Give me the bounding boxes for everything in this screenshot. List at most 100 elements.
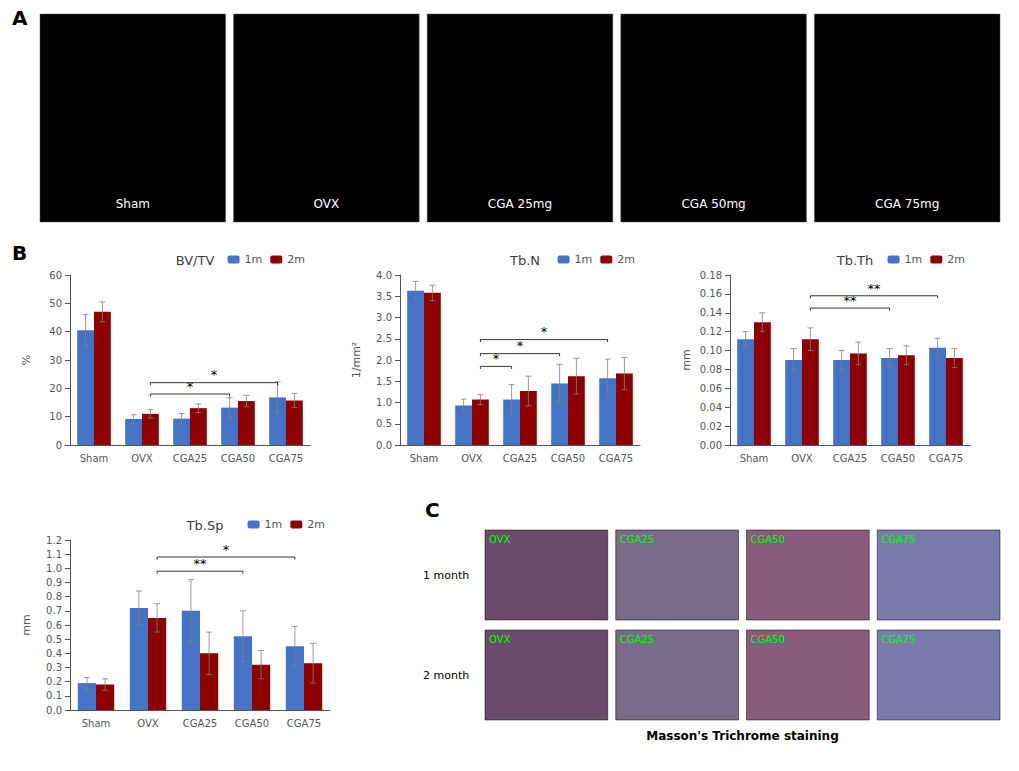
svg-text:60: 60	[49, 270, 62, 281]
svg-text:OVX: OVX	[314, 197, 340, 211]
svg-text:1.0: 1.0	[46, 563, 62, 574]
svg-text:0.00: 0.00	[700, 440, 722, 451]
svg-text:0.3: 0.3	[46, 662, 62, 673]
svg-text:CGA75: CGA75	[269, 453, 303, 464]
svg-text:0.8: 0.8	[46, 591, 62, 602]
svg-text:CGA25: CGA25	[183, 718, 217, 729]
svg-text:2m: 2m	[947, 253, 965, 266]
svg-text:1.5: 1.5	[376, 376, 392, 387]
svg-text:CGA50: CGA50	[235, 718, 269, 729]
svg-text:0.18: 0.18	[700, 270, 722, 281]
svg-text:Sham: Sham	[116, 197, 150, 211]
svg-text:0.0: 0.0	[376, 440, 392, 451]
svg-text:*: *	[187, 379, 194, 394]
svg-text:*: *	[223, 542, 230, 557]
svg-text:CGA75: CGA75	[881, 634, 915, 645]
svg-text:1/mm²: 1/mm²	[350, 342, 363, 379]
svg-text:CGA25: CGA25	[620, 634, 654, 645]
svg-text:1 month: 1 month	[423, 569, 469, 582]
svg-text:CGA75: CGA75	[287, 718, 321, 729]
svg-text:1m: 1m	[575, 253, 593, 266]
svg-text:0.04: 0.04	[700, 402, 722, 413]
svg-text:B: B	[12, 241, 27, 265]
svg-text:0.14: 0.14	[700, 307, 722, 318]
svg-text:CGA25: CGA25	[620, 534, 654, 545]
svg-text:**: **	[844, 293, 858, 308]
svg-text:0.1: 0.1	[46, 690, 62, 701]
svg-text:0.5: 0.5	[376, 418, 392, 429]
svg-text:0.6: 0.6	[46, 620, 62, 631]
svg-text:CGA50: CGA50	[751, 534, 785, 545]
svg-text:0.08: 0.08	[700, 364, 722, 375]
svg-text:Sham: Sham	[410, 453, 439, 464]
svg-text:OVX: OVX	[489, 634, 511, 645]
svg-text:**: **	[194, 556, 208, 571]
svg-text:**: **	[868, 281, 882, 296]
svg-text:CGA 75mg: CGA 75mg	[875, 197, 939, 211]
svg-text:20: 20	[49, 383, 62, 394]
svg-text:0.12: 0.12	[700, 326, 722, 337]
svg-text:3.0: 3.0	[376, 312, 392, 323]
svg-text:%: %	[20, 355, 33, 365]
svg-text:0.06: 0.06	[700, 383, 722, 394]
svg-text:CGA 50mg: CGA 50mg	[681, 197, 745, 211]
svg-text:0.5: 0.5	[46, 634, 62, 645]
svg-text:3.5: 3.5	[376, 291, 392, 302]
svg-text:0.16: 0.16	[700, 288, 722, 299]
svg-text:1m: 1m	[245, 253, 263, 266]
svg-text:2.0: 2.0	[376, 355, 392, 366]
svg-text:2.5: 2.5	[376, 333, 392, 344]
svg-text:Sham: Sham	[82, 718, 111, 729]
svg-text:1.1: 1.1	[46, 549, 62, 560]
svg-text:CGA25: CGA25	[503, 453, 537, 464]
svg-text:CGA25: CGA25	[833, 453, 867, 464]
svg-text:10: 10	[49, 411, 62, 422]
svg-text:BV/TV: BV/TV	[176, 253, 215, 268]
svg-text:1.0: 1.0	[376, 397, 392, 408]
svg-text:4.0: 4.0	[376, 270, 392, 281]
svg-text:1m: 1m	[905, 253, 923, 266]
svg-text:CGA50: CGA50	[881, 453, 915, 464]
svg-text:CGA50: CGA50	[221, 453, 255, 464]
svg-text:2m: 2m	[287, 253, 305, 266]
svg-text:40: 40	[49, 326, 62, 337]
svg-text:0.7: 0.7	[46, 605, 62, 616]
svg-text:2m: 2m	[617, 253, 635, 266]
svg-text:2m: 2m	[307, 518, 325, 531]
svg-text:CGA25: CGA25	[173, 453, 207, 464]
svg-text:0.4: 0.4	[46, 648, 62, 659]
svg-text:0.9: 0.9	[46, 577, 62, 588]
svg-text:OVX: OVX	[489, 534, 511, 545]
svg-text:Tb.Th: Tb.Th	[836, 253, 874, 268]
svg-text:C: C	[425, 498, 440, 522]
svg-text:OVX: OVX	[461, 453, 483, 464]
svg-text:CGA75: CGA75	[881, 534, 915, 545]
svg-text:2 month: 2 month	[423, 669, 469, 682]
svg-text:CGA 25mg: CGA 25mg	[488, 197, 552, 211]
svg-text:CGA50: CGA50	[751, 634, 785, 645]
svg-text:A: A	[12, 6, 28, 30]
svg-text:*: *	[541, 324, 548, 339]
svg-text:0.0: 0.0	[46, 705, 62, 716]
svg-text:Tb.N: Tb.N	[509, 253, 540, 268]
svg-text:30: 30	[49, 355, 62, 366]
svg-text:CGA75: CGA75	[929, 453, 963, 464]
svg-text:*: *	[517, 338, 524, 353]
svg-text:OVX: OVX	[131, 453, 153, 464]
svg-text:50: 50	[49, 298, 62, 309]
svg-text:CGA75: CGA75	[599, 453, 633, 464]
svg-text:CGA50: CGA50	[551, 453, 585, 464]
svg-text:0.2: 0.2	[46, 676, 62, 687]
svg-text:0.02: 0.02	[700, 421, 722, 432]
svg-text:OVX: OVX	[137, 718, 159, 729]
svg-text:0: 0	[56, 440, 62, 451]
svg-text:mm: mm	[20, 614, 33, 635]
svg-text:Sham: Sham	[740, 453, 769, 464]
svg-text:OVX: OVX	[791, 453, 813, 464]
svg-text:*: *	[211, 367, 218, 382]
svg-text:Sham: Sham	[80, 453, 109, 464]
svg-text:1.2: 1.2	[46, 535, 62, 546]
svg-text:0.10: 0.10	[700, 345, 722, 356]
svg-text:1m: 1m	[265, 518, 283, 531]
svg-text:Tb.Sp: Tb.Sp	[186, 518, 224, 533]
